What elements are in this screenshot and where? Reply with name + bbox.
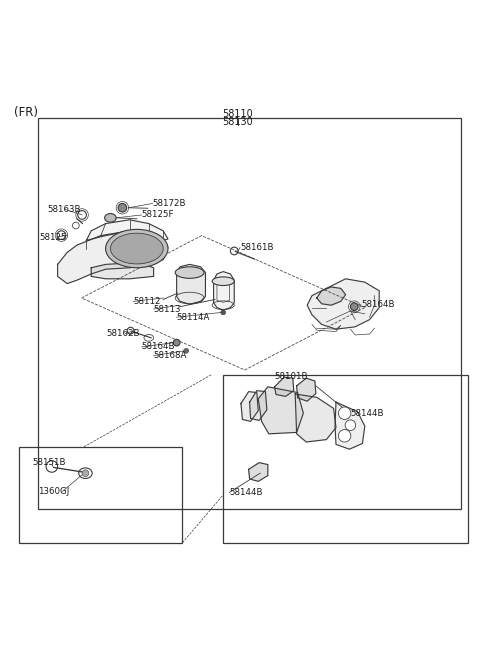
Circle shape: [350, 303, 358, 311]
Text: 58161B: 58161B: [240, 243, 274, 252]
Text: 58144B: 58144B: [350, 409, 384, 418]
Polygon shape: [91, 263, 154, 279]
Text: 58162B: 58162B: [107, 329, 140, 339]
Polygon shape: [177, 265, 205, 304]
Ellipse shape: [110, 233, 163, 264]
Text: 58114A: 58114A: [177, 313, 210, 322]
Polygon shape: [249, 463, 268, 482]
Text: 58130: 58130: [222, 117, 253, 127]
Polygon shape: [58, 231, 168, 284]
Text: 58168A: 58168A: [154, 351, 187, 360]
Text: 58110: 58110: [222, 110, 253, 120]
Circle shape: [338, 407, 351, 420]
Text: 58151B: 58151B: [33, 458, 66, 467]
Polygon shape: [335, 402, 365, 449]
Polygon shape: [307, 279, 379, 329]
Text: 58101B: 58101B: [275, 371, 308, 381]
Polygon shape: [317, 287, 346, 305]
Polygon shape: [86, 220, 168, 240]
Polygon shape: [214, 272, 234, 310]
Circle shape: [82, 470, 89, 476]
Text: 1360GJ: 1360GJ: [38, 487, 70, 496]
Polygon shape: [250, 391, 267, 420]
Text: 58113: 58113: [154, 305, 181, 313]
Text: 58112: 58112: [133, 297, 161, 306]
Ellipse shape: [106, 229, 168, 268]
Polygon shape: [258, 387, 303, 434]
Polygon shape: [275, 377, 294, 396]
Circle shape: [173, 339, 180, 346]
Polygon shape: [241, 391, 258, 422]
Text: (FR): (FR): [14, 106, 38, 119]
Circle shape: [221, 310, 226, 315]
Text: 58172B: 58172B: [153, 199, 186, 208]
Text: 58164B: 58164B: [142, 343, 175, 351]
Text: 58144B: 58144B: [229, 488, 263, 497]
Polygon shape: [295, 394, 336, 442]
Text: 58163B: 58163B: [47, 204, 81, 214]
Bar: [38, 118, 461, 509]
Circle shape: [118, 204, 127, 212]
Text: 58125F: 58125F: [142, 210, 174, 220]
Text: 58164B: 58164B: [361, 300, 395, 309]
Text: 58125: 58125: [40, 232, 67, 242]
Ellipse shape: [105, 214, 116, 222]
Bar: [223, 375, 468, 543]
Polygon shape: [297, 378, 316, 401]
Bar: [19, 447, 182, 543]
Ellipse shape: [175, 267, 204, 279]
Ellipse shape: [212, 277, 234, 285]
Circle shape: [338, 430, 351, 442]
Circle shape: [345, 420, 356, 430]
Circle shape: [184, 349, 189, 353]
